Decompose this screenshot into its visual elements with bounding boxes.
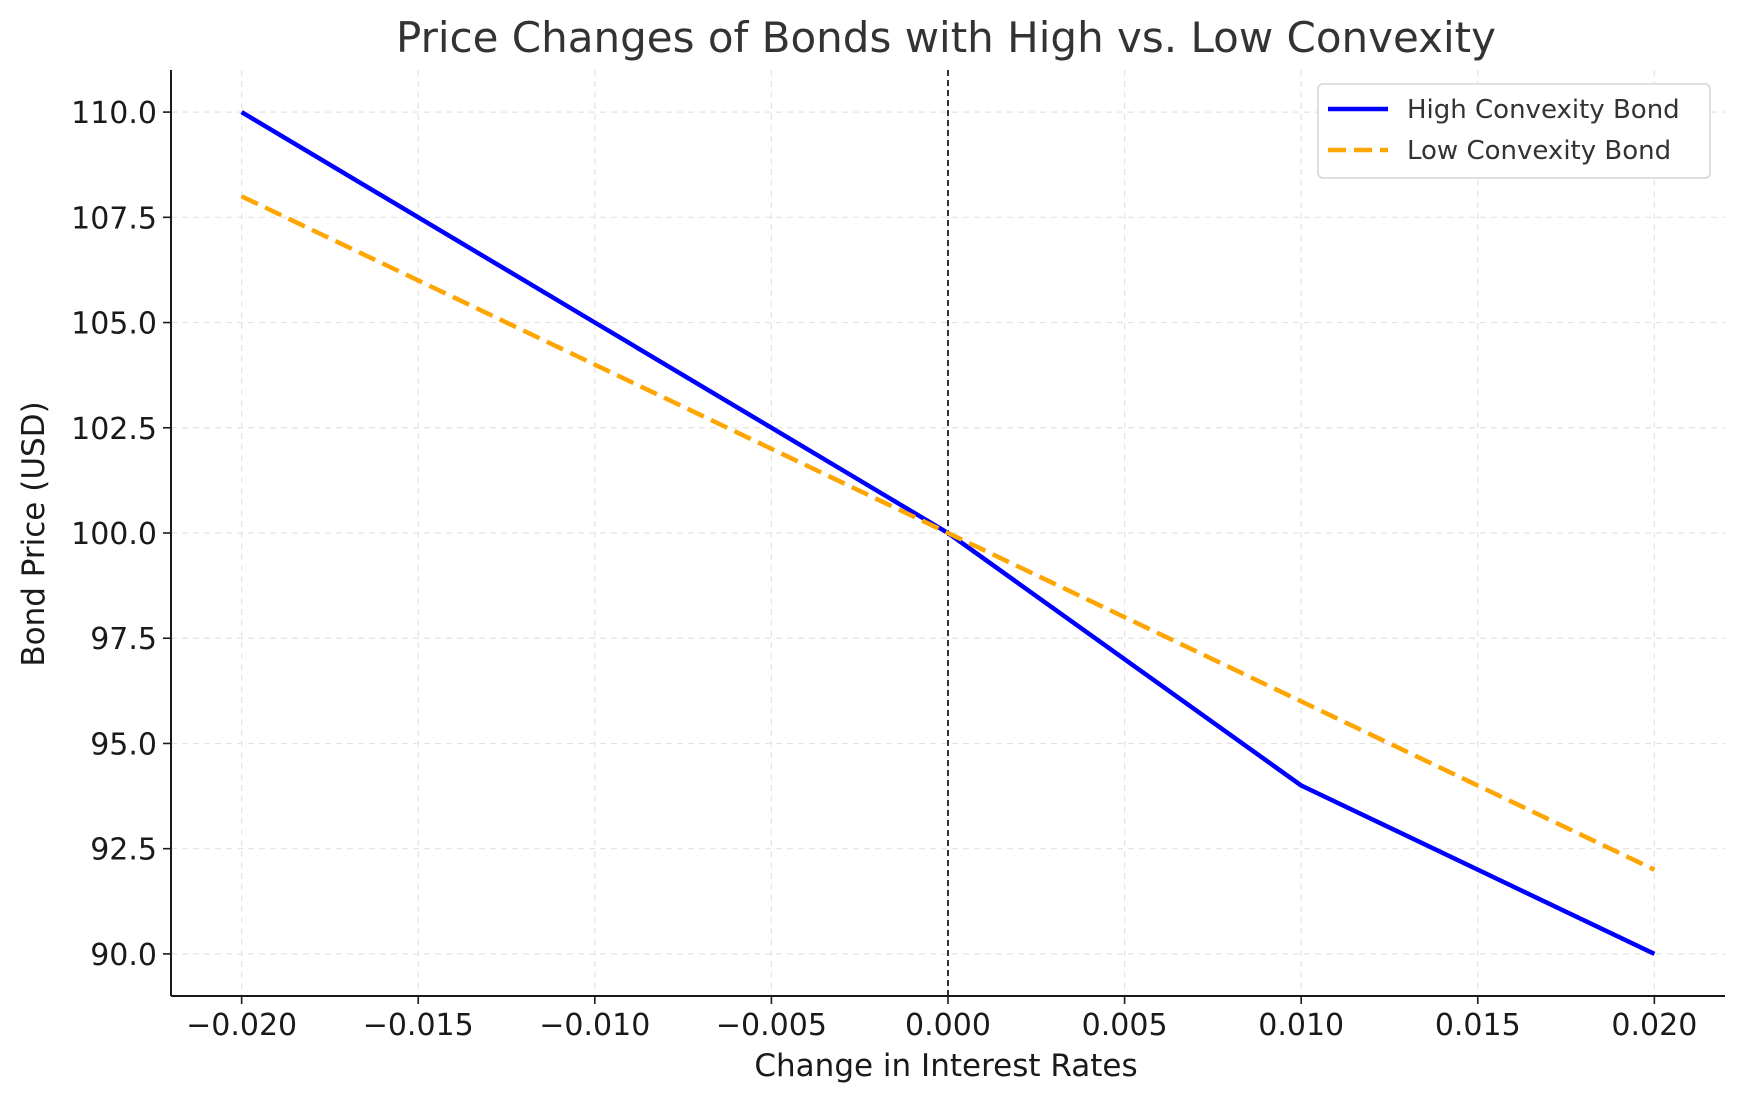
- series-line-low-convexity-bond: [240, 194, 1656, 872]
- series-layer: [240, 110, 1656, 956]
- y-tick-label: 92.5: [90, 833, 157, 868]
- x-tick-label: 0.010: [1258, 1008, 1344, 1043]
- y-tick-label: 97.5: [90, 622, 157, 657]
- x-tick-label: 0.005: [1082, 1008, 1168, 1043]
- y-tick-label: 90.0: [90, 938, 157, 973]
- x-tick-label: 0.020: [1611, 1008, 1697, 1043]
- legend-label-high-convexity: High Convexity Bond: [1407, 95, 1680, 125]
- chart-title: Price Changes of Bonds with High vs. Low…: [396, 13, 1496, 62]
- x-tick-label: −0.010: [539, 1008, 650, 1043]
- y-tick-label: 95.0: [90, 727, 157, 762]
- x-tick-label: 0.015: [1435, 1008, 1521, 1043]
- y-tick-label: 100.0: [71, 517, 157, 552]
- y-tick-label: 110.0: [71, 96, 157, 131]
- x-axis-label: Change in Interest Rates: [754, 1048, 1137, 1084]
- x-tick-label: −0.020: [186, 1008, 297, 1043]
- x-tick-label: −0.015: [363, 1008, 474, 1043]
- axes: [163, 70, 1725, 1004]
- y-axis-label: Bond Price (USD): [16, 401, 52, 666]
- y-tick-label: 105.0: [71, 307, 157, 342]
- x-tick-label: −0.005: [716, 1008, 827, 1043]
- y-tick-label: 107.5: [71, 201, 157, 236]
- y-tick-label: 102.5: [71, 412, 157, 447]
- tick-labels: −0.020 −0.015 −0.010 −0.005 0.000 0.005 0.010 0…: [71, 96, 1697, 1043]
- legend-box: [1317, 83, 1711, 179]
- legend-label-low-convexity: Low Convexity Bond: [1407, 136, 1671, 166]
- x-tick-label: 0.000: [905, 1008, 991, 1043]
- legend: High Convexity Bond Low Convexity Bond: [1317, 83, 1711, 179]
